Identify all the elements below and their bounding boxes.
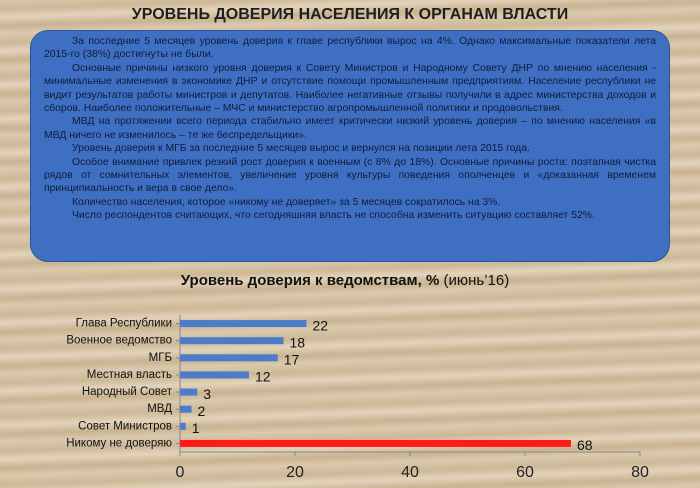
- value-label: 12: [255, 369, 271, 385]
- value-label: 68: [577, 437, 593, 453]
- bar: [180, 439, 571, 447]
- bar: [180, 337, 284, 345]
- x-tick-label: 80: [631, 464, 649, 481]
- y-tick-label: Глава Республики: [76, 318, 172, 330]
- value-label: 22: [313, 317, 329, 333]
- bar: [180, 320, 307, 328]
- bar: [180, 405, 192, 413]
- summary-paragraph: Количество населения, которое «никому не…: [72, 196, 501, 208]
- x-tick-label: 40: [401, 464, 419, 481]
- summary-paragraph: МВД на протяжении всего периода стабильн…: [44, 116, 656, 141]
- summary-box: За последние 5 месяцев уровень доверия к…: [30, 30, 670, 262]
- bar: [180, 371, 249, 379]
- summary-paragraph: Уровень доверия к МГБ за последние 5 мес…: [72, 143, 530, 155]
- summary-paragraph: За последние 5 месяцев уровень доверия к…: [44, 36, 656, 61]
- y-tick-label: МВД: [147, 403, 172, 415]
- y-tick-label: Военное ведомство: [66, 335, 172, 347]
- bar: [180, 354, 278, 362]
- value-label: 18: [290, 334, 306, 350]
- y-tick-label: Никому не доверяю: [66, 437, 172, 449]
- page-title: УРОВЕНЬ ДОВЕРИЯ НАСЕЛЕНИЯ К ОРГАНАМ ВЛАС…: [131, 6, 569, 23]
- value-label: 3: [203, 386, 211, 402]
- value-label: 2: [198, 403, 206, 419]
- y-tick-label: МГБ: [149, 352, 172, 364]
- bar: [180, 388, 198, 396]
- y-tick-label: Местная власть: [87, 369, 172, 381]
- x-tick-label: 60: [516, 464, 534, 481]
- y-tick-label: Совет Министров: [78, 420, 172, 432]
- chart-subtitle: (июнь’16): [443, 272, 509, 289]
- y-tick-label: Народный Совет: [82, 386, 173, 398]
- summary-paragraph: Особое внимание привлек резкий рост дове…: [44, 156, 656, 195]
- summary-paragraph: Число респондентов считающих, что сегодн…: [72, 210, 595, 222]
- chart-title: Уровень доверия к ведомствам, % (июнь’16…: [181, 272, 509, 289]
- summary-paragraph: Основные причины низкого уровня доверия …: [44, 62, 656, 115]
- value-label: 1: [192, 420, 200, 436]
- x-tick-label: 0: [176, 464, 185, 481]
- chart-title-main: Уровень доверия к ведомствам, %: [181, 272, 440, 289]
- x-tick-label: 20: [286, 464, 304, 481]
- bar: [180, 422, 186, 430]
- value-label: 17: [284, 352, 300, 368]
